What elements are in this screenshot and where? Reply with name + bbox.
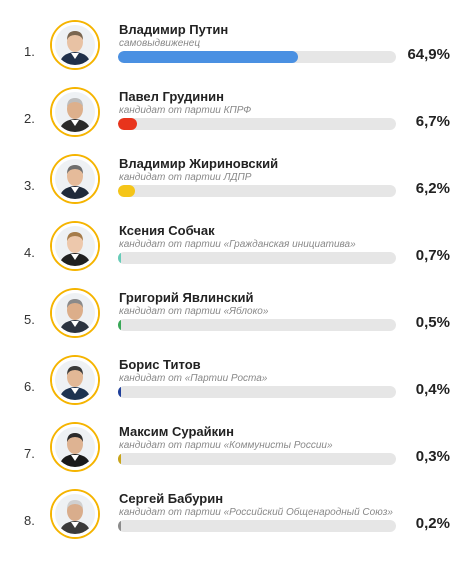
candidate-portrait-icon: [52, 22, 98, 68]
percent-label: 0,3%: [415, 448, 450, 465]
candidate-name: Борис Титов: [119, 357, 201, 372]
candidate-row: 4. Ксения Собчак кандидат от партии «Гражд…: [0, 221, 474, 281]
rank-label: 4.: [24, 245, 35, 260]
candidate-row: 3. Владимир Жириновский кандидат от партии…: [0, 154, 474, 214]
percent-label: 0,5%: [415, 314, 450, 331]
bar-track: [118, 319, 396, 331]
bar-track: [118, 520, 396, 532]
candidate-party: кандидат от партии КПРФ: [119, 105, 252, 116]
candidate-name: Павел Грудинин: [119, 89, 224, 104]
candidate-party: кандидат от партии «Коммунисты России»: [119, 440, 333, 451]
bar-track: [118, 386, 396, 398]
rank-label: 2.: [24, 111, 35, 126]
candidate-portrait-icon: [52, 156, 98, 202]
bar-fill: [118, 118, 137, 130]
bar-fill: [118, 51, 299, 63]
candidate-portrait-icon: [52, 89, 98, 135]
candidate-row: 5. Григорий Явлинский кандидат от партии «…: [0, 288, 474, 348]
percent-label: 6,2%: [415, 180, 450, 197]
percent-label: 64,9%: [407, 46, 450, 63]
candidate-name: Григорий Явлинский: [119, 290, 254, 305]
rank-label: 1.: [24, 44, 35, 59]
bar-fill: [118, 252, 121, 264]
candidate-name: Владимир Жириновский: [119, 156, 279, 171]
candidate-name: Сергей Бабурин: [119, 491, 224, 506]
percent-label: 6,7%: [415, 113, 450, 130]
percent-label: 0,4%: [415, 381, 450, 398]
candidate-portrait-icon: [52, 357, 98, 403]
bar-fill: [118, 520, 121, 532]
candidate-party: кандидат от партии ЛДПР: [119, 172, 252, 183]
rank-label: 6.: [24, 379, 35, 394]
bar-fill: [118, 453, 121, 465]
bar-track: [118, 453, 396, 465]
candidate-party: кандидат от партии «Яблоко»: [119, 306, 269, 317]
rank-label: 8.: [24, 513, 35, 528]
candidate-party: самовыдвиженец: [119, 38, 201, 49]
bar-fill: [118, 386, 121, 398]
candidate-portrait-icon: [52, 223, 98, 269]
candidate-portrait-icon: [52, 491, 98, 537]
candidate-row: 2. Павел Грудинин кандидат от партии КПРФ 6…: [0, 87, 474, 147]
candidate-row: 6. Борис Титов кандидат от «Партии Роста» 0…: [0, 355, 474, 415]
candidate-party: кандидат от партии «Российский Общенарод…: [119, 507, 393, 518]
rank-label: 7.: [24, 446, 35, 461]
bar-fill: [118, 185, 136, 197]
candidate-name: Максим Сурайкин: [119, 424, 234, 439]
candidate-portrait-icon: [52, 290, 98, 336]
candidate-row: 8. Сергей Бабурин кандидат от партии «Росс…: [0, 489, 474, 549]
candidate-portrait-icon: [52, 424, 98, 470]
bar-track: [118, 51, 396, 63]
candidate-party: кандидат от партии «Гражданская инициати…: [119, 239, 356, 250]
candidate-name: Ксения Собчак: [119, 223, 215, 238]
rank-label: 3.: [24, 178, 35, 193]
bar-track: [118, 185, 396, 197]
candidate-name: Владимир Путин: [119, 22, 229, 37]
candidate-row: 1. Владимир Путин самовыдвиженец 64,9%: [0, 20, 474, 80]
candidate-party: кандидат от «Партии Роста»: [119, 373, 268, 384]
bar-fill: [118, 319, 121, 331]
bar-track: [118, 118, 396, 130]
percent-label: 0,2%: [415, 515, 450, 532]
candidate-row: 7. Максим Сурайкин кандидат от партии «Ком…: [0, 422, 474, 482]
bar-track: [118, 252, 396, 264]
rank-label: 5.: [24, 312, 35, 327]
percent-label: 0,7%: [415, 247, 450, 264]
